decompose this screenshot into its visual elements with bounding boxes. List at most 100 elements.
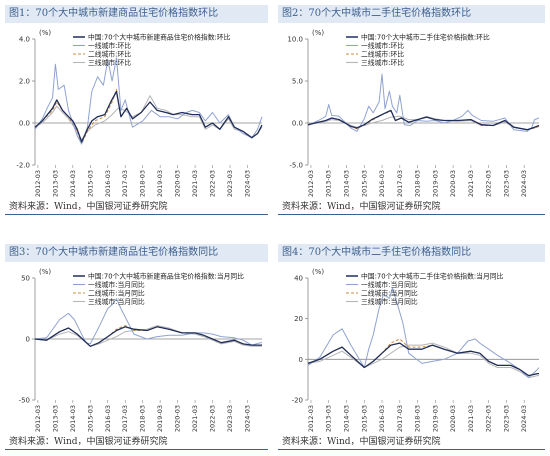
x-tick-label: 2024-03 <box>520 405 528 432</box>
x-tick-label: 2017-03 <box>121 170 129 197</box>
y-unit-label: (%) <box>39 29 51 37</box>
x-tick-label: 2019-03 <box>156 405 164 432</box>
chart-title: 图2：70个大中城市二手住宅价格指数环比 <box>278 5 545 23</box>
x-tick-label: 2019-03 <box>431 405 439 432</box>
x-tick-label: 2017-03 <box>396 170 404 197</box>
x-tick-label: 2016-03 <box>378 405 386 432</box>
y-tick-label: 0 <box>26 336 30 344</box>
x-tick-label: 2013-03 <box>325 405 333 432</box>
x-tick-label: 2013-03 <box>51 170 59 197</box>
x-tick-label: 2016-03 <box>104 170 112 197</box>
x-tick-label: 2013-03 <box>51 405 59 432</box>
source-note: 资料来源：Wind，中国银河证券研究院 <box>278 199 545 215</box>
series-line <box>34 325 262 347</box>
legend-label: 二线城市:环比 <box>361 50 404 59</box>
x-tick-label: 2020-03 <box>449 405 457 432</box>
y-tick-label: 10.0 <box>287 36 303 44</box>
x-tick-label: 2015-03 <box>360 405 368 432</box>
legend-label: 中国:70个大中城市二手住宅价格指数:当月同比 <box>361 272 504 281</box>
x-tick-label: 2021-03 <box>191 170 199 197</box>
x-tick-label: 2022-03 <box>485 405 493 432</box>
series-line <box>307 342 539 377</box>
x-tick-label: 2012-03 <box>307 170 315 197</box>
series-line <box>34 298 262 346</box>
chart-title: 图4：70个大中城市二手住宅价格指数同比 <box>278 244 545 262</box>
x-tick-label: 2020-03 <box>174 405 182 432</box>
y-unit-label: (%) <box>312 268 324 276</box>
x-tick-label: 2018-03 <box>139 170 147 197</box>
y-tick-label: -20 <box>292 397 303 405</box>
series-line <box>34 326 262 347</box>
chart-panel-1: 图1：70个大中城市新建商品住宅价格指数环比 (%) 4.0 2.0 0.0 -2.0 2… <box>5 5 268 215</box>
x-tick-label: 2021-03 <box>467 170 475 197</box>
legend-label: 二线城市:当月同比 <box>88 289 145 298</box>
x-tick-label: 2023-03 <box>502 405 510 432</box>
x-tick-label: 2018-03 <box>139 405 147 432</box>
x-tick-label: 2014-03 <box>69 170 77 197</box>
legend-label: 中国:70个大中城市新建商品住宅价格指数:环比 <box>88 33 231 42</box>
x-tick-label: 2017-03 <box>121 405 129 432</box>
source-note: 资料来源：Wind，中国银河证券研究院 <box>5 434 268 450</box>
x-tick-label: 2020-03 <box>449 170 457 197</box>
x-tick-label: 2015-03 <box>360 170 368 197</box>
y-tick-label: -5.0 <box>289 162 303 170</box>
y-tick-label: 40 <box>294 275 303 283</box>
source-note: 资料来源：Wind，中国银河证券研究院 <box>278 434 545 450</box>
x-tick-label: 2022-03 <box>209 405 217 432</box>
chart-title: 图1：70个大中城市新建商品住宅价格指数环比 <box>5 5 268 23</box>
line-chart: (%) 40 20 0 -20 2012-03 2013-03 2014-03 2015-03 2… <box>292 268 540 432</box>
y-unit-label: (%) <box>312 29 324 37</box>
y-unit-label: (%) <box>39 268 51 276</box>
x-tick-label: 2019-03 <box>156 170 164 197</box>
source-note: 资料来源：Wind，中国银河证券研究院 <box>5 199 268 215</box>
legend-label: 二线城市:当月同比 <box>361 289 418 298</box>
x-tick-label: 2012-03 <box>34 405 42 432</box>
x-tick-label: 2024-03 <box>520 170 528 197</box>
y-tick-label: 0.0 <box>19 120 30 128</box>
series-line <box>307 287 540 379</box>
x-tick-label: 2013-03 <box>325 170 333 197</box>
chart-panel-2: 图2：70个大中城市二手住宅价格指数环比 (%) 10.0 5.0 0.0 -5.0 20… <box>278 5 545 215</box>
x-tick-label: 2022-03 <box>485 170 493 197</box>
line-chart: (%) 10.0 5.0 0.0 -5.0 2012-03 2013-03 2014-03 20… <box>287 29 540 197</box>
x-tick-label: 2019-03 <box>431 170 439 197</box>
x-tick-label: 2020-03 <box>174 170 182 197</box>
x-tick-label: 2023-03 <box>502 170 510 197</box>
x-tick-label: 2014-03 <box>343 170 351 197</box>
series-line <box>34 95 263 141</box>
y-tick-label: 0 <box>299 356 303 364</box>
y-tick-label: -50 <box>19 397 30 405</box>
legend-label: 三线城市:环比 <box>361 58 404 67</box>
chart-panel-3: 图3：70个大中城市新建商品住宅价格指数同比 (%) 50 0 -50 2012-03 2… <box>5 244 268 452</box>
series-line <box>34 90 263 143</box>
series-line <box>34 57 263 145</box>
line-chart: (%) 4.0 2.0 0.0 -2.0 2012-03 2013-03 2014-03 201… <box>16 29 263 197</box>
x-tick-label: 2012-03 <box>307 405 315 432</box>
chart-panel-4: 图4：70个大中城市二手住宅价格指数同比 (%) 40 20 0 -20 2012-03 2… <box>278 244 545 452</box>
line-chart: (%) 50 0 -50 2012-03 2013-03 2014-03 2015-03 201… <box>19 268 262 432</box>
series-line <box>307 342 539 379</box>
chart-title: 图3：70个大中城市新建商品住宅价格指数同比 <box>5 244 268 262</box>
series-line <box>307 109 540 131</box>
legend-label: 一线城市:环比 <box>361 41 404 50</box>
legend-label: 三线城市:当月同比 <box>88 297 145 306</box>
y-tick-label: 5.0 <box>292 78 303 86</box>
x-tick-label: 2014-03 <box>343 405 351 432</box>
x-tick-label: 2016-03 <box>104 405 112 432</box>
x-tick-label: 2021-03 <box>191 405 199 432</box>
series-line <box>307 73 540 132</box>
x-tick-label: 2012-03 <box>34 170 42 197</box>
legend-label: 一线城市:环比 <box>88 41 131 50</box>
y-tick-label: 20 <box>294 315 303 323</box>
x-tick-label: 2022-03 <box>209 170 217 197</box>
x-tick-label: 2018-03 <box>414 170 422 197</box>
x-tick-label: 2021-03 <box>467 405 475 432</box>
legend-label: 一线城市:当月同比 <box>361 280 418 289</box>
x-tick-label: 2024-03 <box>243 405 251 432</box>
legend-label: 一线城市:当月同比 <box>88 280 145 289</box>
legend-label: 中国:70个大中城市二手住宅价格指数:环比 <box>361 33 490 42</box>
x-tick-label: 2015-03 <box>86 405 94 432</box>
y-tick-label: 0.0 <box>292 120 303 128</box>
y-tick-label: 2.0 <box>19 78 30 86</box>
x-tick-label: 2016-03 <box>378 170 386 197</box>
